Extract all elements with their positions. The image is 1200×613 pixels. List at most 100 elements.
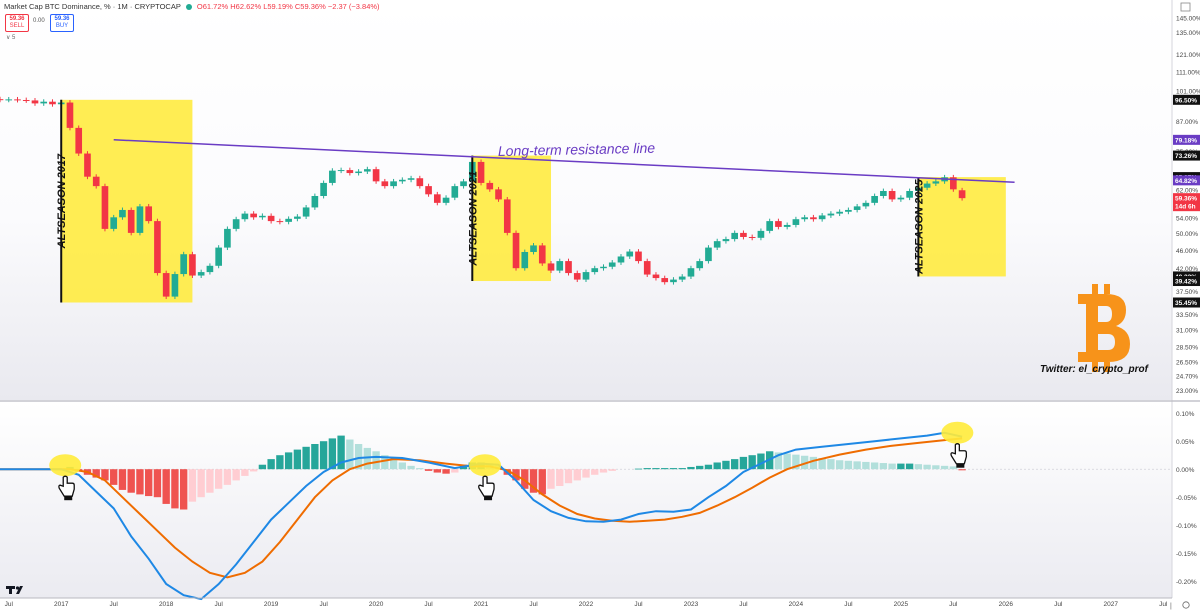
candle-body: [530, 245, 537, 252]
histogram-bar: [197, 469, 205, 498]
histogram-bar: [844, 460, 853, 470]
candle-body: [810, 217, 817, 220]
candle-body: [224, 228, 231, 248]
candle-body: [206, 265, 214, 273]
oscillator-axis-tick: -0.20%: [1176, 579, 1197, 586]
histogram-bar: [451, 469, 459, 473]
time-axis-tick: Jul: [5, 601, 14, 608]
histogram-bar: [879, 463, 888, 470]
candle-body: [381, 181, 389, 187]
candle-body: [320, 182, 327, 196]
time-axis-tick: 2020: [369, 601, 384, 608]
histogram-bar: [599, 469, 608, 473]
hand-shape: [950, 443, 967, 465]
candle-body: [521, 251, 529, 269]
spread-value: 0.00: [33, 18, 45, 24]
candle-body: [871, 195, 878, 203]
candle-body: [66, 102, 74, 128]
sell-button[interactable]: 59.36 SELL: [5, 14, 29, 32]
histogram-bar: [92, 469, 100, 478]
indicators-toggle[interactable]: ∨ 5: [6, 35, 16, 41]
histogram-bar: [188, 469, 197, 502]
resistance-line-label: Long-term resistance line: [498, 140, 656, 159]
candle-body: [302, 207, 310, 217]
price-axis-tick: 101.00%: [1176, 89, 1200, 96]
histogram-bar: [433, 469, 441, 473]
tv-logo-dot: [15, 586, 20, 590]
histogram-bar: [696, 465, 704, 470]
histogram-bar: [145, 469, 153, 497]
histogram-bar: [704, 464, 713, 470]
altseason-label: ALTSEASON 2017: [56, 153, 68, 249]
resistance-line: [113, 139, 1015, 184]
candle-body: [670, 279, 677, 283]
histogram-bar: [179, 469, 188, 510]
histogram-bar: [582, 469, 590, 478]
histogram-bar: [643, 468, 651, 470]
histogram-bar: [127, 469, 135, 493]
histogram-bar: [905, 463, 914, 470]
candle-body: [0, 99, 4, 101]
candle-body: [460, 181, 467, 187]
oscillator-axis-tick: -0.15%: [1176, 551, 1197, 558]
symbol-title[interactable]: Market Cap BTC Dominance, % · 1M · CRYPT…: [4, 2, 181, 11]
crossover-highlight: [469, 454, 502, 477]
candle-body: [792, 219, 800, 225]
histogram-bar: [389, 459, 398, 470]
candle-body: [276, 221, 284, 223]
tv-logo-v: [16, 586, 23, 594]
candle-body: [329, 170, 336, 183]
histogram-bar: [442, 469, 450, 474]
histogram-bar: [529, 469, 538, 493]
candle-body: [801, 217, 808, 220]
candle-body: [110, 217, 118, 229]
candle-body: [442, 197, 450, 203]
price-axis-tick: 145.00%: [1176, 15, 1200, 22]
price-axis-tick: 50.00%: [1176, 231, 1198, 238]
price-axis-tick: 135.00%: [1176, 30, 1200, 37]
candle-body: [722, 239, 730, 242]
price-axis-tick: 23.00%: [1176, 388, 1198, 395]
candle-body: [407, 178, 415, 180]
candle-body: [399, 179, 406, 182]
histogram-bar: [284, 452, 293, 470]
time-axis-tick: Jul: [215, 601, 224, 608]
histogram-bar: [713, 462, 721, 470]
buy-button[interactable]: 59.36 BUY: [50, 14, 74, 32]
price-tag-label: 39.42%: [1175, 279, 1197, 286]
candle-body: [5, 99, 13, 101]
time-axis-tick: 2026: [999, 601, 1014, 608]
candle-body: [337, 170, 345, 172]
candle-body: [740, 232, 747, 237]
pointing-hand-icon: [58, 475, 75, 501]
chart-header: Market Cap BTC Dominance, % · 1M · CRYPT…: [4, 2, 380, 11]
histogram-bar: [276, 455, 284, 470]
candle-body: [31, 100, 39, 104]
candle-body: [932, 181, 940, 184]
candle-body: [652, 274, 660, 279]
crossover-highlight: [941, 421, 974, 444]
price-tag-box: [1173, 150, 1200, 161]
histogram-bar: [311, 444, 319, 470]
candle-body: [355, 171, 362, 174]
candle-body: [827, 213, 835, 216]
histogram-bar: [591, 469, 599, 475]
candle-body: [75, 127, 83, 154]
histogram-bar: [687, 466, 695, 470]
histogram-bar: [573, 469, 581, 481]
candle-body: [906, 190, 913, 198]
candle-body: [503, 199, 511, 233]
candle-body: [92, 176, 100, 187]
histogram-bar: [958, 469, 966, 471]
histogram-bar: [521, 469, 529, 489]
candle-body: [687, 268, 695, 277]
histogram-bar: [862, 461, 870, 470]
price-tag-label: 73.26%: [1175, 153, 1197, 160]
price-axis-tick: 28.50%: [1176, 345, 1198, 352]
price-tag-label: 14d 6h: [1175, 204, 1196, 211]
candle-body: [775, 221, 782, 227]
time-axis-tick: Jul: [110, 601, 119, 608]
histogram-bar: [346, 439, 354, 470]
candle-body: [897, 197, 905, 200]
